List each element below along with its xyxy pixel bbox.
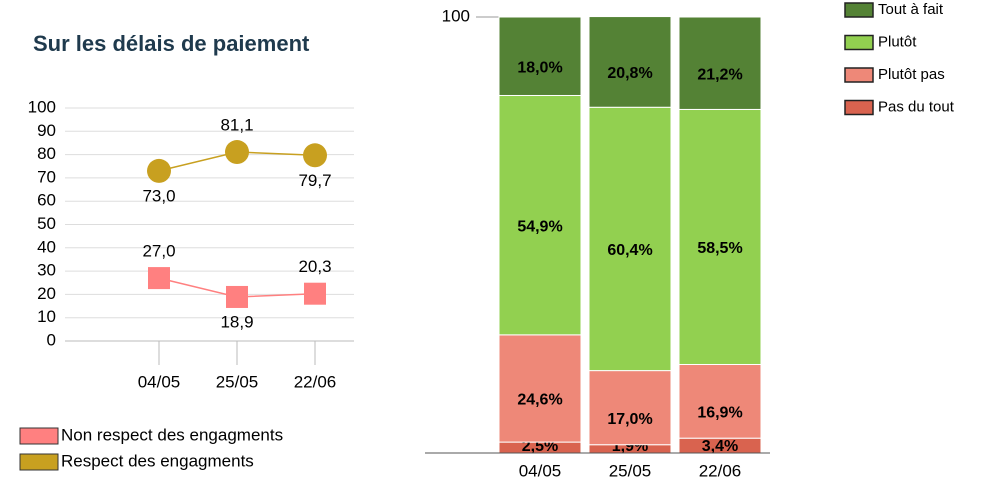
data-label: 81,1	[220, 116, 253, 135]
legend-swatch	[844, 2, 874, 18]
legend-label: Non respect des engagments	[61, 425, 283, 444]
legend-label: Plutôt pas	[878, 66, 945, 83]
bar-segment	[588, 16, 672, 108]
y-tick-label: 50	[37, 214, 56, 233]
bar-segment	[498, 334, 582, 443]
data-label: 17,0%	[607, 411, 652, 428]
x-tick-label: 22/06	[699, 461, 742, 480]
bar-segment	[498, 16, 582, 96]
data-label: 58,5%	[697, 240, 742, 257]
data-label: 20,8%	[607, 65, 652, 82]
bar-segment	[588, 106, 672, 372]
marker	[303, 143, 327, 168]
data-label: 21,2%	[697, 66, 742, 83]
y-tick-label: 40	[37, 237, 56, 256]
legend-label: Pas du tout	[878, 98, 955, 115]
x-tick-label: 22/06	[294, 372, 337, 391]
legend-swatch	[844, 34, 874, 51]
bar-segment	[498, 94, 582, 336]
y-tick-label: 100	[28, 97, 56, 116]
legend-label: Respect des engagments	[61, 451, 254, 470]
data-label: 24,6%	[517, 392, 562, 409]
x-tick-label: 25/05	[216, 372, 259, 391]
bar-segment	[678, 16, 762, 110]
y-tick-label: 80	[37, 144, 56, 163]
legend-swatch	[19, 453, 59, 471]
chart-title: Sur les délais de paiement	[33, 31, 310, 56]
y-tick-label: 10	[37, 307, 56, 326]
y-tick-label: 70	[37, 167, 56, 186]
data-label: 79,7	[298, 171, 331, 190]
data-label: 3,4%	[702, 438, 738, 455]
marker	[225, 140, 249, 165]
x-tick-label: 04/05	[138, 372, 181, 391]
data-label: 18,9	[220, 312, 253, 331]
data-label: 16,9%	[697, 405, 742, 422]
y-tick-label: 60	[37, 191, 56, 210]
marker	[148, 267, 170, 290]
marker	[226, 285, 248, 308]
data-label: 20,3	[298, 257, 331, 276]
data-label: 18,0%	[517, 59, 562, 76]
y-tick-label: 30	[37, 261, 56, 280]
data-label: 54,9%	[517, 218, 562, 235]
marker	[147, 158, 171, 183]
legend-swatch	[844, 67, 874, 83]
legend-label: Plutôt	[878, 33, 917, 50]
bar-segment	[678, 108, 762, 365]
y-tick-label: 100	[442, 6, 470, 25]
legend-swatch	[844, 99, 874, 116]
y-tick-label: 90	[37, 121, 56, 140]
legend-swatch	[19, 427, 59, 445]
x-tick-label: 25/05	[609, 461, 652, 480]
data-label: 27,0	[142, 242, 175, 261]
bar-segment	[588, 370, 672, 446]
x-tick-label: 04/05	[519, 461, 562, 480]
y-tick-label: 20	[37, 284, 56, 303]
y-tick-label: 0	[47, 330, 56, 349]
bar-segment	[678, 363, 762, 439]
data-label: 60,4%	[607, 242, 652, 259]
legend-label: Tout à fait	[878, 1, 944, 18]
marker	[304, 282, 326, 305]
data-label: 73,0	[142, 186, 175, 205]
